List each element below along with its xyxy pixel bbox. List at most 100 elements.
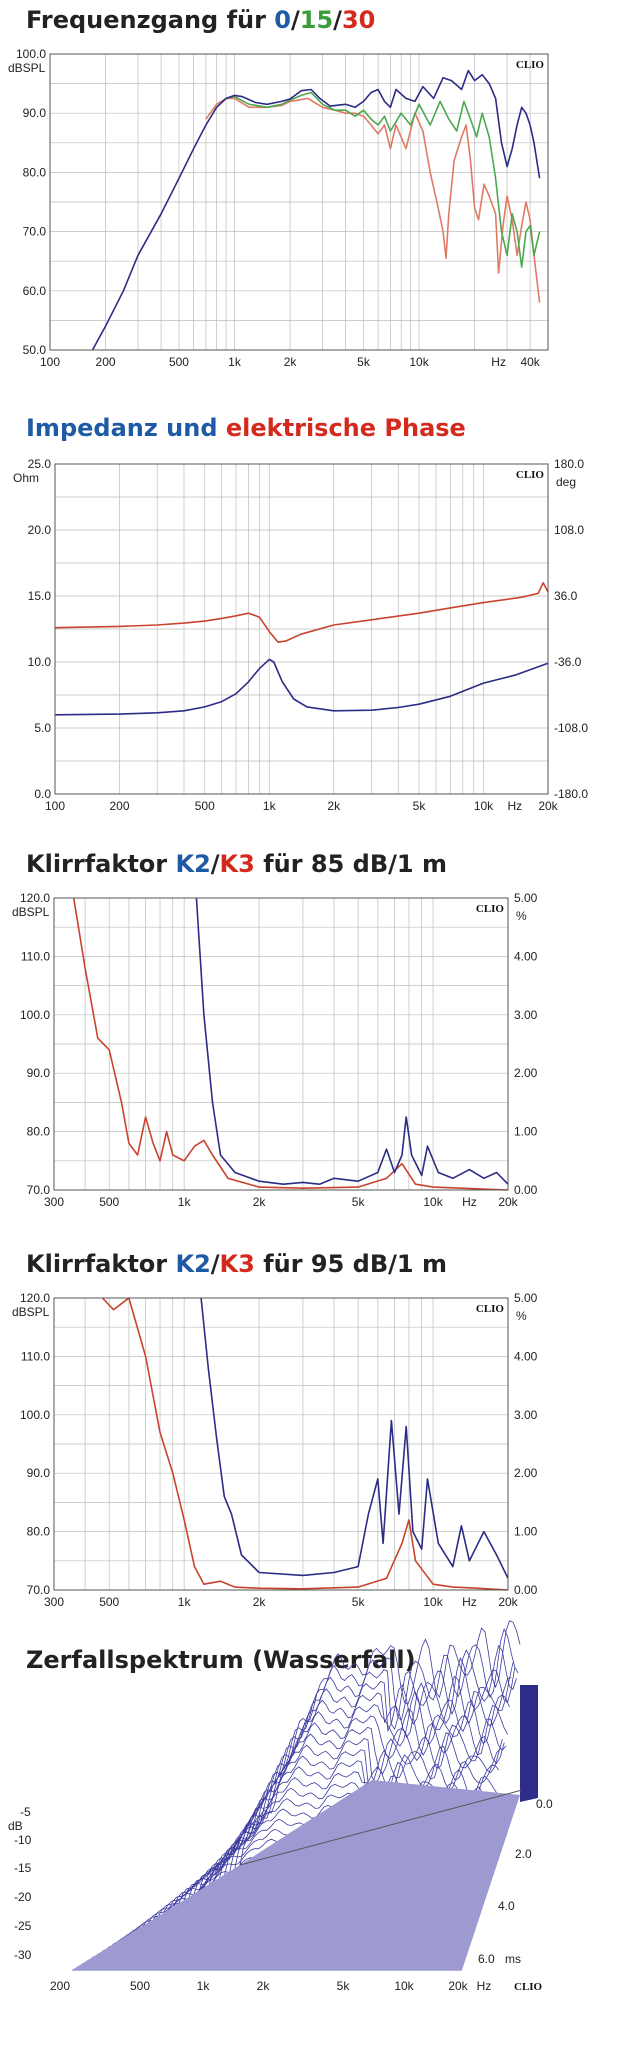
y2-tick-label: 1.00 bbox=[514, 1125, 538, 1139]
y-tick-label: 100.0 bbox=[20, 1408, 50, 1422]
series-line-0 bbox=[91, 69, 541, 351]
plot-frame bbox=[54, 463, 549, 795]
x-tick-label: 2k bbox=[284, 355, 298, 369]
y-tick-label: 120.0 bbox=[20, 891, 50, 905]
x-tick-label: 20k bbox=[498, 1595, 518, 1609]
x-tick-label: 1k bbox=[178, 1595, 192, 1609]
x-tick-label: 1k bbox=[178, 1195, 192, 1209]
y2-tick-label: 0.00 bbox=[514, 1183, 538, 1197]
y2-tick-label: 3.00 bbox=[514, 1408, 538, 1422]
y-tick-label: 70.0 bbox=[27, 1583, 51, 1597]
x-tick-label: 10k bbox=[474, 799, 494, 813]
db-tick-label: -30 bbox=[14, 1948, 32, 1962]
x-axis-unit: Hz bbox=[462, 1195, 477, 1209]
x-tick-label: 5k bbox=[413, 799, 427, 813]
x-tick-label: 10k bbox=[394, 1979, 414, 1993]
db-tick-label: -25 bbox=[14, 1919, 32, 1933]
y-tick-label: 90.0 bbox=[27, 1466, 51, 1480]
y-tick-label: 20.0 bbox=[28, 523, 52, 537]
series-line-15 bbox=[225, 91, 541, 268]
y-tick-label: 100.0 bbox=[16, 47, 46, 61]
x-axis-unit: Hz bbox=[491, 355, 506, 369]
x-tick-label: 5k bbox=[352, 1595, 366, 1609]
y-tick-label: 60.0 bbox=[23, 284, 47, 298]
y-tick-label: 70.0 bbox=[23, 225, 47, 239]
x-tick-label: 10k bbox=[423, 1595, 443, 1609]
watermark: CLIO bbox=[516, 59, 545, 71]
x-tick-label: 2k bbox=[253, 1195, 267, 1209]
y-axis-unit: dBSPL bbox=[8, 61, 46, 75]
y2-axis-unit: % bbox=[516, 1309, 527, 1323]
x-tick-label: 200 bbox=[96, 355, 116, 369]
x-tick-label: 500 bbox=[130, 1979, 150, 1993]
y2-tick-label: 108.0 bbox=[554, 523, 584, 537]
y2-tick-label: -108.0 bbox=[554, 721, 588, 735]
series-line-k3 bbox=[101, 1297, 509, 1591]
db-tick-label: -20 bbox=[14, 1890, 32, 1904]
series-line-30 bbox=[205, 97, 541, 303]
waterfall-slice-line bbox=[204, 1704, 509, 1888]
y-axis-unit: dBSPL bbox=[12, 905, 50, 919]
y-tick-label: 70.0 bbox=[27, 1183, 51, 1197]
chart-title-klirr-85: Klirrfaktor K2/K3 für 85 dB/1 m bbox=[26, 850, 447, 878]
y-axis-unit: Ohm bbox=[13, 471, 39, 485]
x-tick-label: 2k bbox=[253, 1595, 267, 1609]
series-line-elektrische-phase bbox=[54, 582, 549, 643]
x-tick-label: 300 bbox=[44, 1595, 64, 1609]
plot-frame bbox=[53, 1297, 509, 1591]
chart-title-impedanz: Impedanz und elektrische Phase bbox=[26, 414, 466, 442]
y2-tick-label: 4.00 bbox=[514, 949, 538, 963]
x-tick-label: 20k bbox=[448, 1979, 468, 1993]
y2-tick-label: 5.00 bbox=[514, 891, 538, 905]
waterfall-side-wall bbox=[520, 1685, 538, 1802]
db-tick-label: -15 bbox=[14, 1861, 32, 1875]
x-unit-label: Hz bbox=[477, 1979, 492, 1993]
waterfall-slice-line bbox=[188, 1738, 503, 1897]
y-tick-label: 120.0 bbox=[20, 1291, 50, 1305]
y-tick-label: 10.0 bbox=[28, 655, 52, 669]
y2-tick-label: -180.0 bbox=[554, 787, 588, 801]
y2-tick-label: 2.00 bbox=[514, 1466, 538, 1480]
time-tick-label: 2.0 bbox=[515, 1847, 532, 1861]
y2-tick-label: 0.00 bbox=[514, 1583, 538, 1597]
y-tick-label: 100.0 bbox=[20, 1008, 50, 1022]
y2-axis-unit: deg bbox=[556, 475, 576, 489]
x-tick-label: 2k bbox=[257, 1979, 271, 1993]
time-tick-label: 4.0 bbox=[498, 1899, 515, 1913]
y-tick-label: 90.0 bbox=[23, 106, 47, 120]
y-tick-label: 80.0 bbox=[27, 1125, 51, 1139]
db-tick-label: -10 bbox=[14, 1833, 32, 1847]
series-line-k2 bbox=[195, 897, 509, 1186]
y-axis-unit: dBSPL bbox=[12, 1305, 50, 1319]
x-tick-label: 500 bbox=[169, 355, 189, 369]
x-tick-label: 300 bbox=[44, 1195, 64, 1209]
watermark: CLIO bbox=[514, 1981, 543, 1993]
y2-tick-label: 2.00 bbox=[514, 1066, 538, 1080]
x-tick-label: 1k bbox=[228, 355, 242, 369]
y-tick-label: 110.0 bbox=[21, 1349, 50, 1363]
y-tick-label: 80.0 bbox=[27, 1525, 51, 1539]
watermark: CLIO bbox=[516, 469, 545, 481]
series-line-impedanz bbox=[54, 658, 549, 716]
y-tick-label: 15.0 bbox=[28, 589, 52, 603]
y-tick-label: 80.0 bbox=[23, 165, 47, 179]
plot-frame bbox=[53, 897, 509, 1191]
chart-title-wasserfall: Zerfallspektrum (Wasserfall) bbox=[26, 1646, 416, 1674]
y-tick-label: 25.0 bbox=[28, 457, 52, 471]
x-tick-label: 2k bbox=[327, 799, 341, 813]
y2-tick-label: 4.00 bbox=[514, 1349, 538, 1363]
x-axis-unit: Hz bbox=[462, 1595, 477, 1609]
y2-tick-label: 180.0 bbox=[554, 457, 584, 471]
time-unit-label: ms bbox=[505, 1952, 521, 1966]
series-line-k3 bbox=[72, 897, 509, 1191]
wasserfall-chart: dB -5 -10 -15 -20 -25 -30 200 500 1k 2k … bbox=[8, 1620, 553, 1993]
time-tick-label: 0.0 bbox=[536, 1797, 553, 1811]
x-tick-label: 100 bbox=[40, 355, 60, 369]
x-axis-unit: Hz bbox=[507, 799, 522, 813]
waterfall-floor bbox=[72, 1780, 520, 1970]
watermark: CLIO bbox=[476, 1303, 505, 1315]
